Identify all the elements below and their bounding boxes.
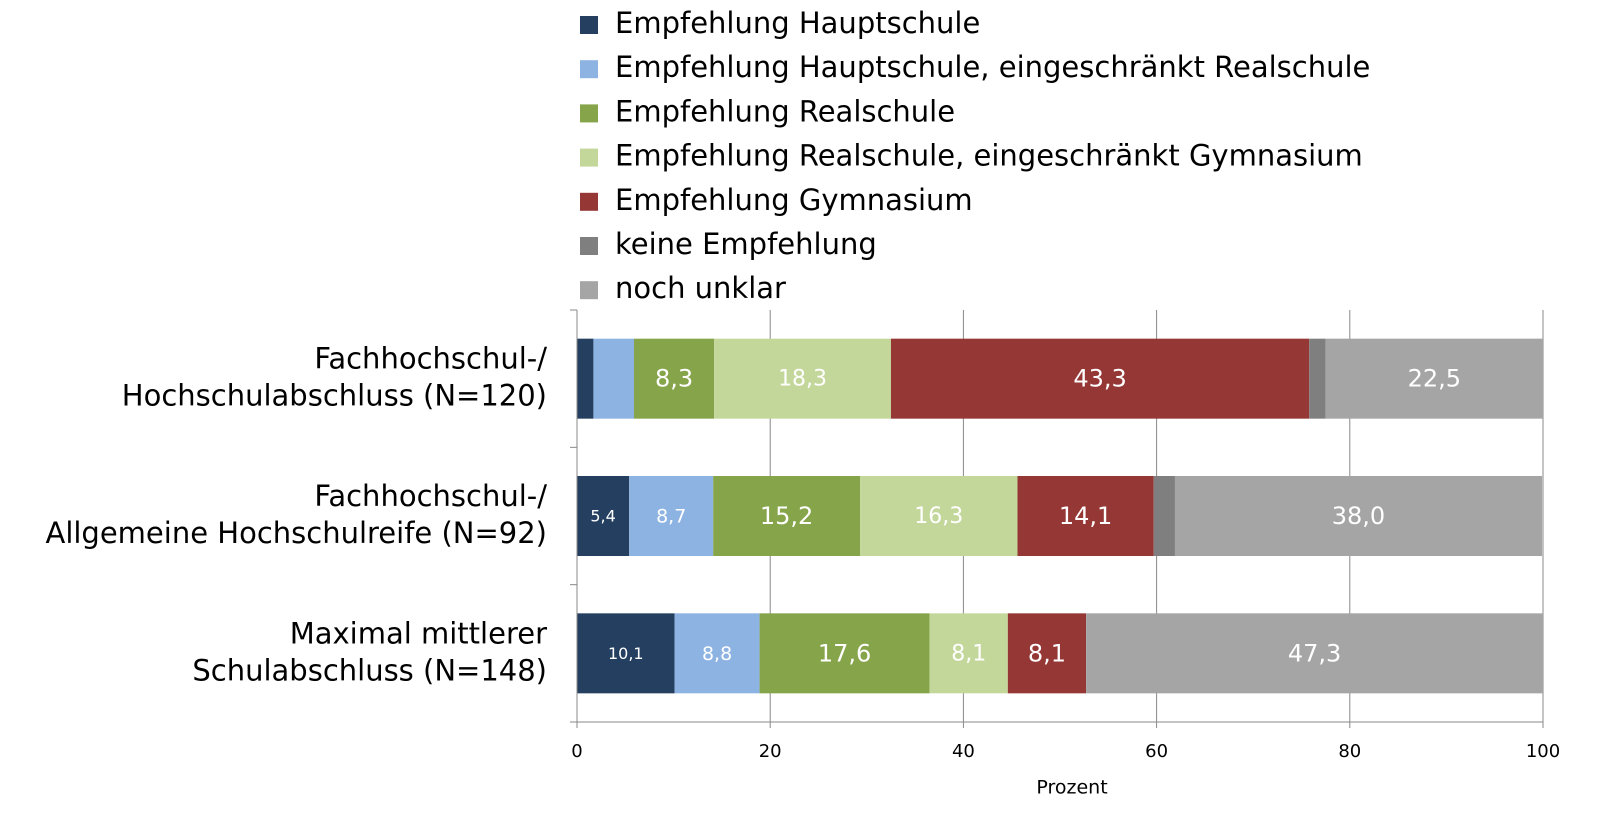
legend-label: Empfehlung Hauptschule	[615, 6, 980, 40]
legend-label: Empfehlung Realschule	[615, 94, 955, 128]
x-tick-label: 60	[1145, 741, 1168, 762]
x-tick-label: 80	[1338, 741, 1361, 762]
x-tick-label: 40	[952, 741, 975, 762]
bar-segment	[1153, 476, 1175, 556]
data-label: 8,1	[1028, 639, 1066, 667]
data-label: 14,1	[1059, 502, 1112, 530]
bar-segment	[929, 613, 1008, 694]
legend-label: Empfehlung Gymnasium	[615, 183, 973, 217]
data-label: 8,3	[655, 365, 693, 393]
data-label: 5,4	[590, 507, 615, 526]
legend-swatch	[580, 60, 598, 79]
legend-swatch	[580, 148, 598, 167]
data-label: 15,2	[760, 502, 813, 530]
legend-label: Empfehlung Realschule, eingeschränkt Gym…	[615, 139, 1363, 173]
data-label: 8,1	[951, 641, 986, 666]
category-label: Maximal mittlerer	[290, 616, 547, 650]
category-label: Hochschulabschluss (N=120)	[122, 379, 547, 413]
bar-segment	[759, 613, 930, 694]
bar-segment	[577, 613, 675, 694]
x-axis-label: Prozent	[1036, 777, 1107, 799]
bar-segment	[577, 338, 594, 419]
legend-swatch	[580, 192, 598, 211]
data-label: 47,3	[1288, 639, 1341, 667]
x-tick-label: 100	[1526, 741, 1560, 762]
category-label: Fachhochschul-/	[314, 479, 547, 513]
data-label: 8,8	[702, 643, 732, 665]
x-tick-label: 0	[571, 741, 582, 762]
category-label: Schulabschluss (N=148)	[192, 653, 547, 687]
bar-segment	[1174, 476, 1543, 556]
legend-swatch	[580, 104, 598, 123]
bar-segment	[860, 476, 1018, 556]
legend-label: Empfehlung Hauptschule, eingeschränkt Re…	[615, 50, 1370, 84]
data-label: 16,3	[914, 504, 963, 529]
bar-segment	[593, 338, 634, 419]
legend-swatch	[580, 237, 598, 255]
bar-segment	[1086, 613, 1543, 694]
bar-segment	[633, 338, 715, 419]
legend-label: noch unklar	[615, 271, 786, 305]
bar-segment	[1007, 613, 1087, 694]
category-label: Allgemeine Hochschulreife (N=92)	[45, 516, 547, 550]
bar-segment	[890, 338, 1310, 419]
category-label: Fachhochschul-/	[314, 342, 547, 376]
bar-segment	[1325, 338, 1543, 419]
data-label: 22,5	[1408, 365, 1461, 393]
data-label: 38,0	[1332, 502, 1385, 530]
bar-segment	[713, 476, 861, 556]
data-label: 17,6	[818, 639, 871, 667]
data-label: 8,7	[656, 506, 686, 528]
bar-segment	[674, 613, 760, 694]
legend-swatch	[580, 16, 598, 34]
legend-swatch	[580, 281, 598, 300]
bar-segment	[1309, 338, 1326, 419]
data-label: 10,1	[608, 644, 644, 663]
legend-label: keine Empfehlung	[615, 227, 877, 261]
bar-segment	[1017, 476, 1154, 556]
data-label: 18,3	[778, 367, 827, 392]
data-label: 43,3	[1073, 365, 1126, 393]
x-tick-label: 20	[759, 741, 782, 762]
bar-segment	[577, 476, 630, 556]
bar-segment	[629, 476, 714, 556]
bar-segment	[714, 338, 891, 419]
